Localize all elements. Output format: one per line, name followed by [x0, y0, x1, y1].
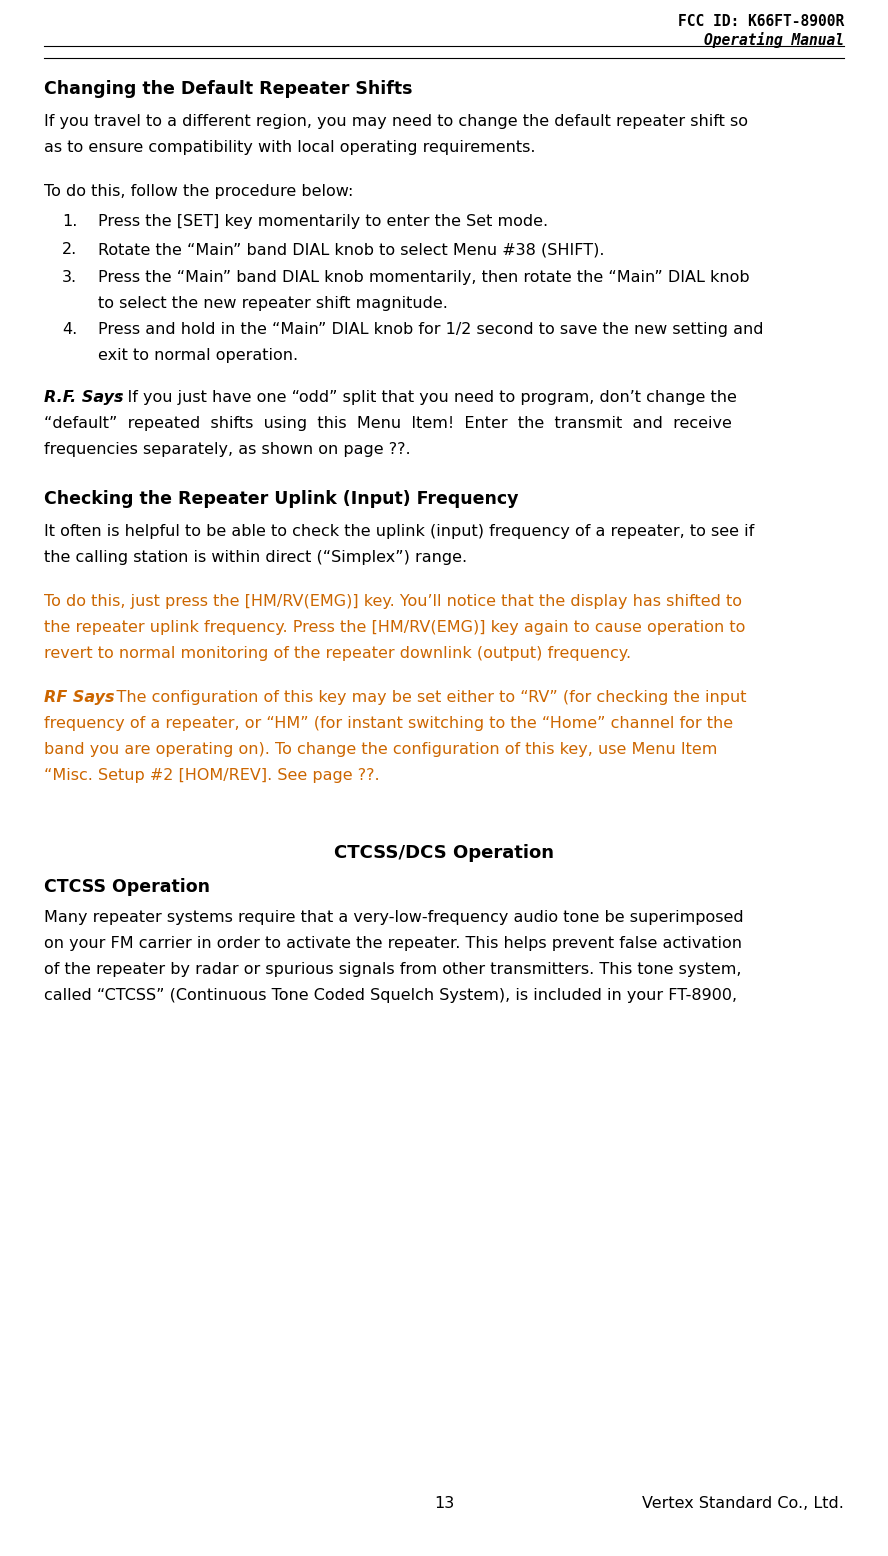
Text: To do this, follow the procedure below:: To do this, follow the procedure below: — [44, 184, 353, 199]
Text: exit to normal operation.: exit to normal operation. — [98, 349, 298, 363]
Text: Press the “Main” band DIAL knob momentarily, then rotate the “Main” DIAL knob: Press the “Main” band DIAL knob momentar… — [98, 271, 749, 285]
Text: “Misc. Setup #2 [HOM/REV]. See page ??.: “Misc. Setup #2 [HOM/REV]. See page ??. — [44, 769, 380, 783]
Text: as to ensure compatibility with local operating requirements.: as to ensure compatibility with local op… — [44, 140, 535, 156]
Text: It often is helpful to be able to check the uplink (input) frequency of a repeat: It often is helpful to be able to check … — [44, 524, 754, 538]
Text: “default”  repeated  shifts  using  this  Menu  Item!  Enter  the  transmit  and: “default” repeated shifts using this Men… — [44, 415, 732, 431]
Text: on your FM carrier in order to activate the repeater. This helps prevent false a: on your FM carrier in order to activate … — [44, 937, 742, 951]
Text: Rotate the “Main” band DIAL knob to select Menu #38 (SHIFT).: Rotate the “Main” band DIAL knob to sele… — [98, 243, 605, 257]
Text: 2.: 2. — [62, 243, 77, 257]
Text: Checking the Repeater Uplink (Input) Frequency: Checking the Repeater Uplink (Input) Fre… — [44, 490, 519, 507]
Text: : If you just have one “odd” split that you need to program, don’t change the: : If you just have one “odd” split that … — [117, 391, 737, 405]
Text: CTCSS/DCS Operation: CTCSS/DCS Operation — [334, 843, 554, 862]
Text: RF Says: RF Says — [44, 689, 115, 705]
Text: Press and hold in the “Main” DIAL knob for 1/2 second to save the new setting an: Press and hold in the “Main” DIAL knob f… — [98, 322, 764, 338]
Text: Vertex Standard Co., Ltd.: Vertex Standard Co., Ltd. — [642, 1495, 844, 1511]
Text: R.F. Says: R.F. Says — [44, 391, 123, 405]
Text: Press the [SET] key momentarily to enter the Set mode.: Press the [SET] key momentarily to enter… — [98, 215, 548, 229]
Text: If you travel to a different region, you may need to change the default repeater: If you travel to a different region, you… — [44, 114, 748, 129]
Text: Operating Manual: Operating Manual — [704, 33, 844, 48]
Text: to select the new repeater shift magnitude.: to select the new repeater shift magnitu… — [98, 296, 448, 311]
Text: Many repeater systems require that a very-low-frequency audio tone be superimpos: Many repeater systems require that a ver… — [44, 910, 743, 924]
Text: 3.: 3. — [62, 271, 77, 285]
Text: : The configuration of this key may be set either to “RV” (for checking the inpu: : The configuration of this key may be s… — [106, 689, 747, 705]
Text: 1.: 1. — [62, 215, 77, 229]
Text: 4.: 4. — [62, 322, 77, 338]
Text: To do this, just press the [HM/RV(EMG)] key. You’ll notice that the display has : To do this, just press the [HM/RV(EMG)] … — [44, 594, 742, 608]
Text: 13: 13 — [434, 1495, 454, 1511]
Text: revert to normal monitoring of the repeater downlink (output) frequency.: revert to normal monitoring of the repea… — [44, 646, 631, 661]
Text: CTCSS Operation: CTCSS Operation — [44, 878, 210, 896]
Text: frequencies separately, as shown on page ??.: frequencies separately, as shown on page… — [44, 442, 410, 457]
Text: frequency of a repeater, or “HM” (for instant switching to the “Home” channel fo: frequency of a repeater, or “HM” (for in… — [44, 716, 733, 731]
Text: of the repeater by radar or spurious signals from other transmitters. This tone : of the repeater by radar or spurious sig… — [44, 962, 741, 977]
Text: the calling station is within direct (“Simplex”) range.: the calling station is within direct (“S… — [44, 549, 467, 565]
Text: Changing the Default Repeater Shifts: Changing the Default Repeater Shifts — [44, 79, 413, 98]
Text: FCC ID: K66FT-8900R: FCC ID: K66FT-8900R — [678, 14, 844, 30]
Text: band you are operating on). To change the configuration of this key, use Menu It: band you are operating on). To change th… — [44, 742, 718, 758]
Text: the repeater uplink frequency. Press the [HM/RV(EMG)] key again to cause operati: the repeater uplink frequency. Press the… — [44, 619, 745, 635]
Text: called “CTCSS” (Continuous Tone Coded Squelch System), is included in your FT-89: called “CTCSS” (Continuous Tone Coded Sq… — [44, 988, 737, 1004]
